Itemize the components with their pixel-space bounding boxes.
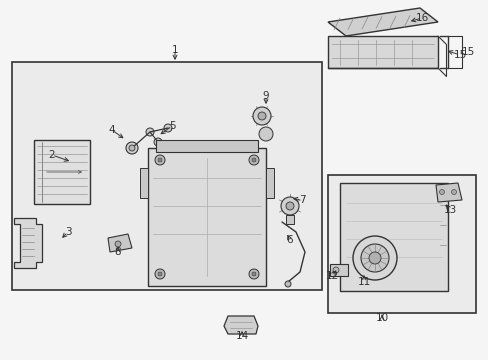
Bar <box>329 264 347 276</box>
Circle shape <box>251 158 256 162</box>
Circle shape <box>285 281 290 287</box>
Polygon shape <box>140 168 148 198</box>
Bar <box>339 183 447 291</box>
Polygon shape <box>265 168 273 198</box>
Polygon shape <box>224 316 258 334</box>
Text: 14: 14 <box>235 331 248 341</box>
Text: 2: 2 <box>49 150 55 160</box>
Text: 4: 4 <box>108 125 115 135</box>
Polygon shape <box>327 36 437 68</box>
Polygon shape <box>108 234 132 252</box>
Circle shape <box>252 107 270 125</box>
Text: 7: 7 <box>298 195 305 205</box>
Circle shape <box>352 236 396 280</box>
Polygon shape <box>14 218 42 268</box>
Circle shape <box>281 197 298 215</box>
Circle shape <box>155 269 164 279</box>
Circle shape <box>450 189 456 194</box>
Circle shape <box>360 244 388 272</box>
Text: 8: 8 <box>115 247 121 257</box>
Circle shape <box>126 142 138 154</box>
Text: 15: 15 <box>461 47 474 57</box>
Text: 16: 16 <box>414 13 428 23</box>
Circle shape <box>163 124 172 132</box>
Circle shape <box>155 155 164 165</box>
Text: 11: 11 <box>357 277 370 287</box>
Circle shape <box>158 272 162 276</box>
Circle shape <box>158 158 162 162</box>
Text: 10: 10 <box>375 313 388 323</box>
Bar <box>156 140 258 152</box>
Polygon shape <box>327 8 437 36</box>
Circle shape <box>248 155 259 165</box>
Bar <box>148 148 265 286</box>
Text: 9: 9 <box>262 91 269 101</box>
Circle shape <box>251 272 256 276</box>
Polygon shape <box>285 215 293 224</box>
Bar <box>12 62 321 290</box>
Bar <box>327 175 475 313</box>
Circle shape <box>259 127 272 141</box>
Text: 6: 6 <box>286 235 293 245</box>
Circle shape <box>129 145 135 151</box>
Circle shape <box>285 202 293 210</box>
Text: 12: 12 <box>325 271 338 281</box>
Circle shape <box>332 267 338 273</box>
Circle shape <box>439 189 444 194</box>
Bar <box>34 140 90 204</box>
Circle shape <box>146 128 154 136</box>
Circle shape <box>258 112 265 120</box>
Circle shape <box>115 241 121 247</box>
Text: 13: 13 <box>443 205 456 215</box>
Text: 15: 15 <box>452 50 466 60</box>
Text: 3: 3 <box>64 227 71 237</box>
Circle shape <box>368 252 380 264</box>
Circle shape <box>248 269 259 279</box>
Circle shape <box>154 138 162 146</box>
Polygon shape <box>435 183 461 202</box>
Text: 5: 5 <box>168 121 175 131</box>
Text: 1: 1 <box>171 45 178 55</box>
